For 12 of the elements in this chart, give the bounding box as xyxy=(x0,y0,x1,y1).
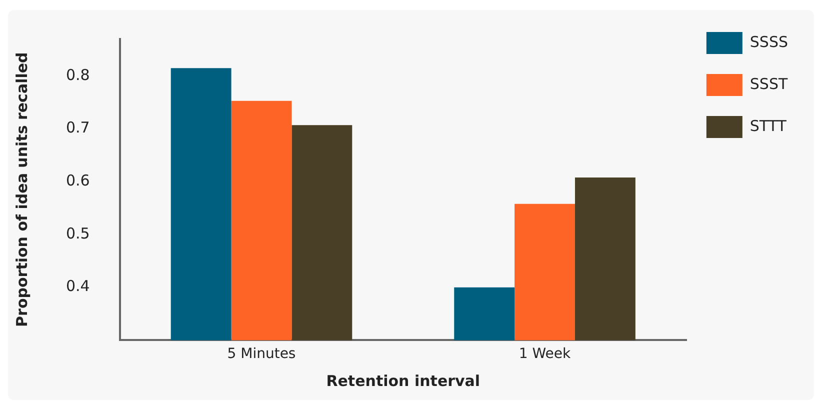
x-tick-label: 1 Week xyxy=(518,346,572,362)
y-tick-label: 0.4 xyxy=(66,277,90,296)
legend-label: STTT xyxy=(750,116,788,135)
legend-label: SSST xyxy=(750,74,788,93)
x-tick-label: 5 Minutes xyxy=(227,346,296,362)
y-tick-label: 0.5 xyxy=(66,224,90,242)
legend-label: SSSS xyxy=(750,32,788,51)
y-tick-label: 0.6 xyxy=(66,172,90,190)
y-axis-title: Proportion of idea units recalled xyxy=(12,52,31,327)
y-tick-label: 0.8 xyxy=(66,66,90,84)
y-tick-label: 0.7 xyxy=(66,118,90,137)
x-axis-title: Retention interval xyxy=(326,372,480,390)
